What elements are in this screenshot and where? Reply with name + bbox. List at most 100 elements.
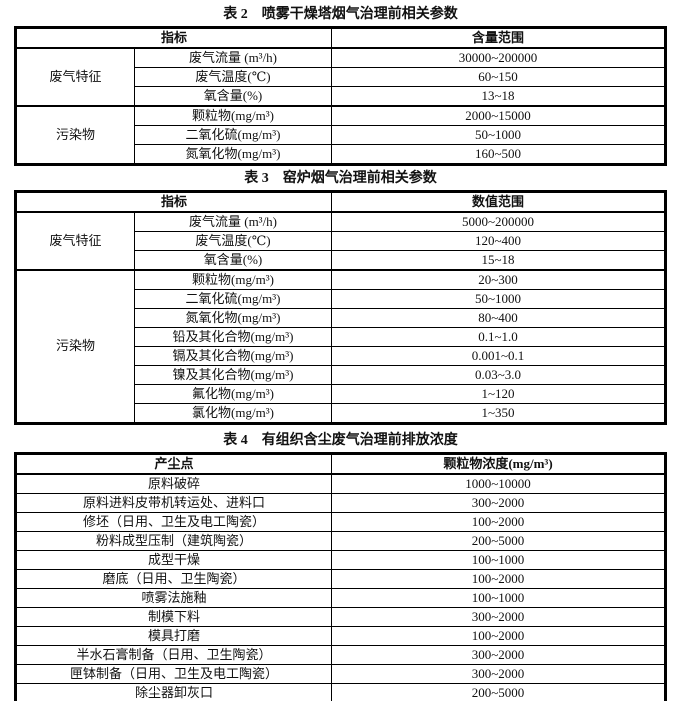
- value-cell: 0.001~0.1: [331, 346, 666, 366]
- table-header-row: 指标 数值范围: [14, 191, 666, 213]
- header-cell-value: 颗粒物浓度(mg/m³): [331, 453, 666, 475]
- table-row: 修坯（日用、卫生及电工陶瓷） 100~2000: [15, 512, 666, 532]
- indicator-cell: 镍及其化合物(mg/m³): [133, 365, 333, 385]
- source-cell: 模具打磨: [15, 626, 332, 646]
- source-cell: 喷雾法施釉: [15, 588, 332, 608]
- value-cell: 1~350: [331, 403, 666, 424]
- value-cell: 300~2000: [331, 493, 666, 513]
- table-row: 铅及其化合物(mg/m³) 0.1~1.0: [16, 327, 666, 347]
- header-cell-source: 产尘点: [15, 453, 332, 475]
- indicator-cell: 氟化物(mg/m³): [133, 384, 333, 404]
- indicator-cell: 铅及其化合物(mg/m³): [133, 327, 333, 347]
- table-row: 原料进料皮带机转运处、进料口 300~2000: [15, 493, 666, 513]
- indicator-cell: 二氧化硫(mg/m³): [133, 289, 333, 309]
- source-cell: 粉料成型压制（建筑陶瓷）: [15, 531, 332, 551]
- table-row: 废气温度(℃) 120~400: [16, 231, 666, 251]
- table-row: 废气特征 废气流量 (m³/h) 5000~200000: [15, 211, 666, 271]
- table-row: 废气温度(℃) 60~150: [16, 67, 666, 87]
- table-row: 模具打磨 100~2000: [15, 626, 666, 646]
- table-row: 氯化物(mg/m³) 1~350: [16, 403, 666, 424]
- table-2: 指标 含量范围 废气特征 废气流量 (m³/h) 30000~200000 废气…: [14, 26, 667, 166]
- table-header-row: 产尘点 颗粒物浓度(mg/m³): [15, 453, 666, 475]
- header-cell-indicator: 指标: [14, 191, 333, 213]
- value-cell: 100~1000: [331, 550, 666, 570]
- source-cell: 匣钵制备（日用、卫生及电工陶瓷）: [15, 664, 332, 684]
- value-cell: 15~18: [331, 250, 666, 271]
- table-row: 镍及其化合物(mg/m³) 0.03~3.0: [16, 365, 666, 385]
- table-row: 二氧化硫(mg/m³) 50~1000: [16, 125, 666, 145]
- indicator-cell: 氯化物(mg/m³): [133, 403, 333, 424]
- value-cell: 300~2000: [331, 607, 666, 627]
- header-cell-indicator: 指标: [14, 27, 333, 49]
- category-cell: 污染物: [15, 269, 135, 424]
- value-cell: 120~400: [331, 231, 666, 251]
- value-cell: 100~1000: [331, 588, 666, 608]
- source-cell: 半水石膏制备（日用、卫生陶瓷）: [15, 645, 332, 665]
- value-cell: 50~1000: [331, 125, 666, 145]
- table-4: 产尘点 颗粒物浓度(mg/m³) 原料破碎 1000~10000 原料进料皮带机…: [14, 452, 667, 701]
- table-row: 磨底（日用、卫生陶瓷） 100~2000: [15, 569, 666, 589]
- table-row: 制模下料 300~2000: [15, 607, 666, 627]
- category-cell: 废气特征: [15, 211, 135, 271]
- table-row: 半水石膏制备（日用、卫生陶瓷） 300~2000: [15, 645, 666, 665]
- value-cell: 100~2000: [331, 512, 666, 532]
- table-header-row: 指标 含量范围: [14, 27, 666, 49]
- value-cell: 20~300: [331, 269, 666, 290]
- indicator-cell: 二氧化硫(mg/m³): [133, 125, 333, 145]
- table-row: 氮氧化物(mg/m³) 160~500: [16, 144, 666, 165]
- value-cell: 80~400: [331, 308, 666, 328]
- indicator-cell: 颗粒物(mg/m³): [133, 269, 333, 290]
- source-cell: 原料进料皮带机转运处、进料口: [15, 493, 332, 513]
- value-cell: 50~1000: [331, 289, 666, 309]
- table-2-title: 表 2 喷雾干燥塔烟气治理前相关参数: [223, 7, 458, 22]
- value-cell: 100~2000: [331, 626, 666, 646]
- value-cell: 300~2000: [331, 664, 666, 684]
- indicator-cell: 废气温度(℃): [133, 67, 333, 87]
- value-cell: 30000~200000: [331, 47, 666, 68]
- indicator-cell: 镉及其化合物(mg/m³): [133, 346, 333, 366]
- value-cell: 300~2000: [331, 645, 666, 665]
- table-3-title: 表 3 窑炉烟气治理前相关参数: [244, 171, 437, 186]
- source-cell: 修坯（日用、卫生及电工陶瓷）: [15, 512, 332, 532]
- value-cell: 1000~10000: [331, 473, 666, 494]
- value-cell: 0.1~1.0: [331, 327, 666, 347]
- value-cell: 60~150: [331, 67, 666, 87]
- table-row: 喷雾法施釉 100~1000: [15, 588, 666, 608]
- value-cell: 100~2000: [331, 569, 666, 589]
- table-row: 除尘器卸灰口 200~5000: [15, 683, 666, 701]
- value-cell: 160~500: [331, 144, 666, 165]
- value-cell: 0.03~3.0: [331, 365, 666, 385]
- indicator-cell: 废气流量 (m³/h): [133, 211, 333, 232]
- table-row: 匣钵制备（日用、卫生及电工陶瓷） 300~2000: [15, 664, 666, 684]
- table-row: 氮氧化物(mg/m³) 80~400: [16, 308, 666, 328]
- category-cell: 废气特征: [15, 47, 135, 107]
- category-cell: 污染物: [15, 105, 135, 165]
- value-cell: 200~5000: [331, 683, 666, 701]
- table-row: 污染物 颗粒物(mg/m³) 20~300: [15, 269, 666, 424]
- table-row: 镉及其化合物(mg/m³) 0.001~0.1: [16, 346, 666, 366]
- indicator-cell: 氮氧化物(mg/m³): [133, 308, 333, 328]
- source-cell: 制模下料: [15, 607, 332, 627]
- table-row: 二氧化硫(mg/m³) 50~1000: [16, 289, 666, 309]
- header-cell-value: 含量范围: [331, 27, 666, 49]
- indicator-cell: 氧含量(%): [133, 250, 333, 271]
- source-cell: 磨底（日用、卫生陶瓷）: [15, 569, 332, 589]
- source-cell: 除尘器卸灰口: [15, 683, 332, 701]
- table-row: 污染物 颗粒物(mg/m³) 2000~15000: [15, 105, 666, 165]
- value-cell: 5000~200000: [331, 211, 666, 232]
- value-cell: 2000~15000: [331, 105, 666, 126]
- indicator-cell: 废气流量 (m³/h): [133, 47, 333, 68]
- value-cell: 1~120: [331, 384, 666, 404]
- table-row: 原料破碎 1000~10000: [15, 473, 666, 494]
- indicator-cell: 氧含量(%): [133, 86, 333, 107]
- indicator-cell: 颗粒物(mg/m³): [133, 105, 333, 126]
- table-4-title: 表 4 有组织含尘废气治理前排放浓度: [223, 433, 458, 448]
- table-row: 粉料成型压制（建筑陶瓷） 200~5000: [15, 531, 666, 551]
- indicator-cell: 氮氧化物(mg/m³): [133, 144, 333, 165]
- value-cell: 200~5000: [331, 531, 666, 551]
- table-row: 成型干燥 100~1000: [15, 550, 666, 570]
- table-row: 废气特征 废气流量 (m³/h) 30000~200000: [15, 47, 666, 107]
- table-3: 指标 数值范围 废气特征 废气流量 (m³/h) 5000~200000 废气温…: [14, 190, 667, 425]
- source-cell: 原料破碎: [15, 473, 332, 494]
